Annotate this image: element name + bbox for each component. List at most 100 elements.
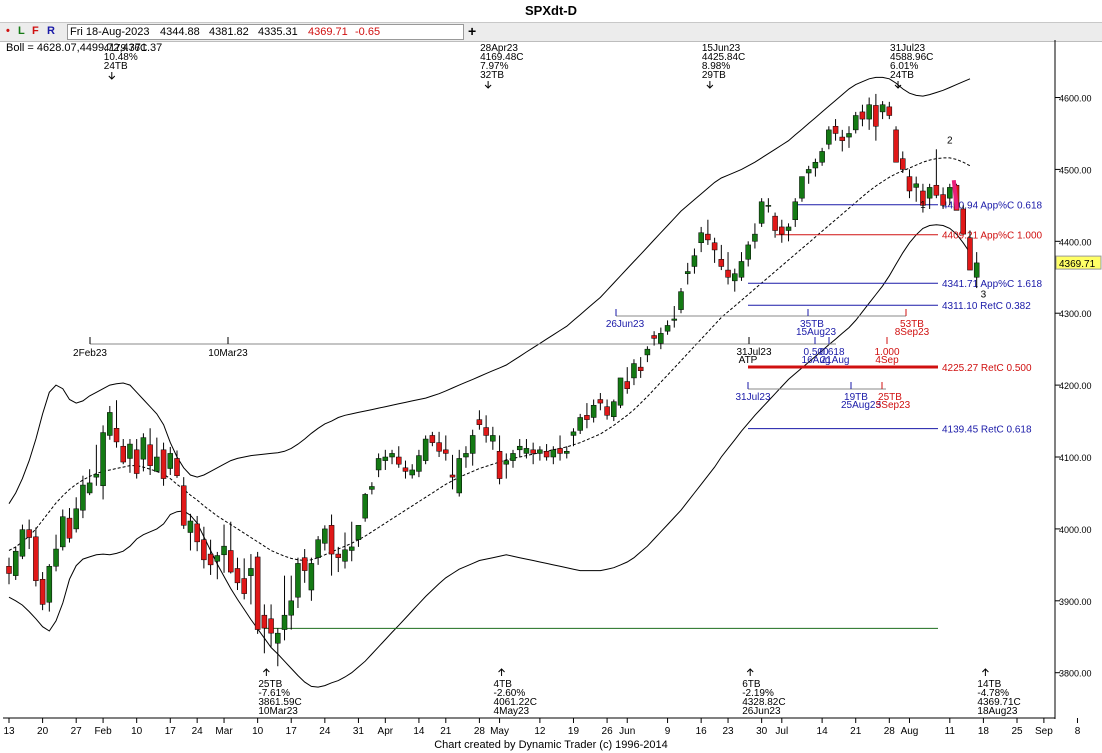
ohlc-info-box: Fri 18-Aug-2023 4344.88 4381.82 4335.31 … [67,24,464,40]
y-tick-label: 4300.00 [1059,309,1092,319]
bollinger-bands [8,76,971,688]
x-tick-label: 26 [602,726,614,737]
last-price-box [1055,255,1102,270]
wave-label: 2 [947,136,953,147]
candle-body [53,548,59,567]
candle-body [738,261,745,278]
bollinger-bottom-line [8,224,971,688]
fib-label: 4139.45 RetC 0.618 [942,425,1032,436]
candle-body [792,201,798,220]
candle-body [785,226,792,231]
footer-credit: Chart created by Dynamic Trader (c) 1996… [434,739,668,751]
info-change: -0.65 [355,26,381,38]
candle-body [765,205,772,207]
add-button[interactable]: + [468,23,477,39]
time-label: 0.618 [819,347,844,358]
candle-body [174,458,180,476]
candle-body [443,449,449,454]
last-price-label: 4369.71 [1059,259,1096,270]
l-button[interactable]: L [18,25,25,37]
candle-body [469,435,476,454]
pivot-arrow [108,72,116,80]
candle-body [147,444,153,466]
candle-body [718,259,725,267]
candle-body [752,233,758,242]
highlight-mark [951,179,959,210]
candle-body [19,529,26,557]
candle-body [671,318,678,321]
x-tick-label: 21 [850,726,862,737]
candle-body [758,201,765,224]
candle-body [503,460,510,465]
pivot-label: 3861.59C [258,697,301,708]
pivot-label: 32TB [480,70,504,81]
candle-body [684,271,691,274]
candle-body [207,553,214,566]
candle-body [812,161,819,169]
fib-label: 4450.94 App%C 0.618 [942,201,1043,212]
candle-body [154,456,160,472]
candle-body [913,183,919,188]
candle-body [456,458,462,494]
candle-body [779,226,785,235]
candle-body [140,437,147,460]
x-tick-label: Jul [775,726,788,737]
candle-body [564,451,570,454]
info-close: 4369.71 [308,26,348,38]
x-tick-label: Sep [1035,726,1053,737]
candle-body [12,550,19,576]
candle-body [691,255,698,267]
x-tick-label: 24 [319,726,331,737]
pivot-label: 4061.22C [494,697,537,708]
candle-body [523,448,530,454]
y-tick-label: 4600.00 [1059,94,1092,104]
candle-body [409,469,415,476]
x-tick-label: 19 [568,726,580,737]
time-label: 16Aug [802,355,831,366]
candle-body [449,474,456,478]
x-tick-label: Aug [901,726,919,737]
pivot-arrow [746,668,754,676]
candle-body [268,618,274,634]
candle-body [967,237,973,271]
pivot-label: -2.60% [494,688,526,699]
time-label: ATP [739,355,758,366]
candle-body [658,333,664,344]
time-label: 26Jun23 [606,319,645,330]
time-label: 4Sep [875,355,899,366]
pivot-label: 24TB [104,61,128,72]
candle-body [429,435,436,443]
f-button[interactable]: F [32,25,39,37]
time-label: 35TB [800,319,824,330]
x-tick-label: 17 [286,726,298,737]
candles [6,93,980,667]
x-tick-label: 25 [1011,726,1023,737]
x-tick-label: 16 [696,726,708,737]
pivot-label: -4.78% [977,688,1009,699]
pivot-label: 15Jun23 [702,43,741,54]
candle-body [73,508,79,530]
pivot-label: 29TB [702,70,726,81]
candle-body [275,632,281,644]
candle-body [288,600,294,616]
x-tick-label: 14 [413,726,425,737]
candle-body [805,169,812,174]
pivot-arrow [982,668,989,676]
r-button[interactable]: R [47,25,55,37]
candle-body [637,366,644,371]
candle-body [732,273,738,282]
candle-body [194,523,200,543]
dot-icon[interactable]: • [6,25,10,37]
candle-body [120,445,126,463]
title-bar: SPXdt-D [0,0,1102,23]
x-tick-label: Feb [94,726,112,737]
candle-body [496,451,503,479]
candle-body [308,563,315,591]
y-tick-label: 4200.00 [1059,381,1092,391]
candle-body [422,438,429,461]
x-tick-label: Jun [619,726,635,737]
time-label: 1.000 [874,347,899,358]
x-tick-label: 24 [192,726,204,737]
pivot-label: 8.98% [702,61,730,72]
